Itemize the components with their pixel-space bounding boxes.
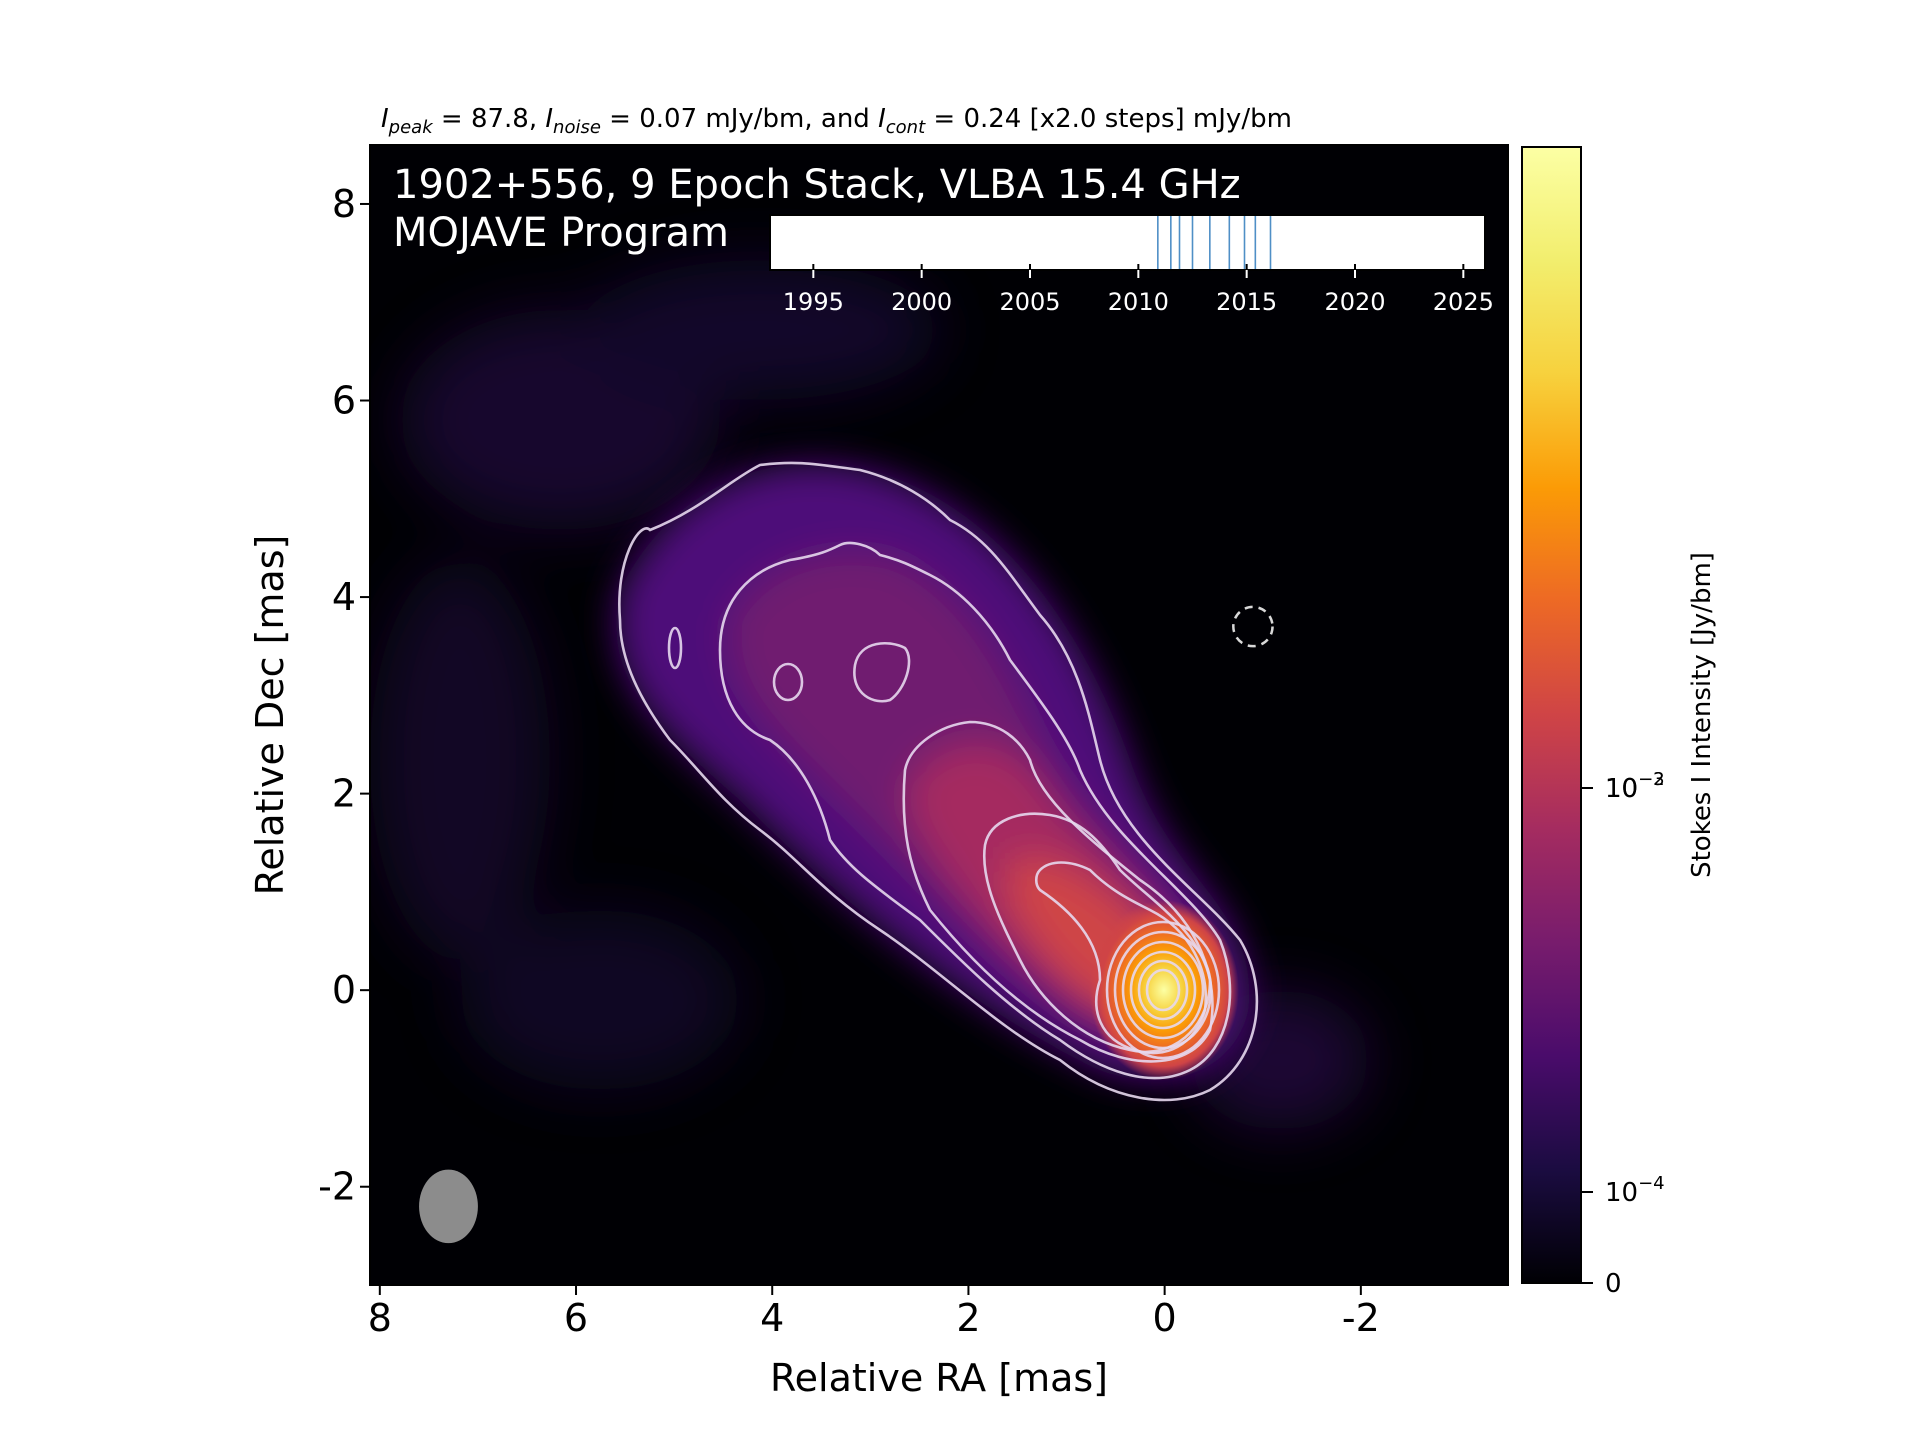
- timeline-tick-label: 2005: [999, 288, 1060, 316]
- epoch-timeline: 1995 2000 2005 2010 2015 2020 2025: [769, 214, 1494, 316]
- colorbar-label: Stokes I Intensity [Jy/bm]: [1687, 552, 1717, 878]
- plot-title-line2: MOJAVE Program: [393, 210, 729, 256]
- timeline-tick-label: 2025: [1433, 288, 1494, 316]
- timeline-box: [769, 214, 1486, 271]
- contour-level-6: [1105, 920, 1221, 1060]
- plot-title-line1: 1902+556, 9 Epoch Stack, VLBA 15.4 GHz: [393, 162, 1241, 208]
- contour-level-9: [1129, 950, 1197, 1030]
- diffuse-emission: [370, 260, 1370, 1130]
- timeline-tick-label: 2010: [1108, 288, 1169, 316]
- y-axis-ticks: -2 0 2 4 6 8: [318, 182, 370, 1209]
- contour-level-3: [902, 720, 1214, 1063]
- x-tick-label: 8: [368, 1296, 392, 1340]
- colorbar-ticks: 10−210−3 10−4 0: [1581, 769, 1665, 1299]
- contour-island-a: [667, 626, 683, 670]
- contour-level-2: [718, 541, 1232, 1080]
- x-tick-label: 2: [956, 1296, 980, 1340]
- colorbar-tick-label: 10−3: [1605, 769, 1665, 804]
- epoch-lines: [1157, 216, 1272, 269]
- contour-island-c: [853, 641, 911, 703]
- y-axis-label: Relative Dec [mas]: [248, 535, 292, 896]
- x-tick-label: 4: [760, 1296, 784, 1340]
- timeline-tick-label: 1995: [783, 288, 844, 316]
- map-frame: [369, 144, 1509, 1286]
- contour-level-4: [982, 812, 1212, 1054]
- y-tick-label: 0: [332, 968, 356, 1012]
- contour-level-11: [1145, 968, 1181, 1012]
- colorbar: 10−210−3 10−4 0 Stokes I Intensity [Jy/bm]: [1521, 146, 1717, 1299]
- beam-ellipse: [419, 1169, 478, 1244]
- x-tick-label: -2: [1342, 1296, 1380, 1340]
- timeline-ticks: 1995 2000 2005 2010 2015 2020 2025: [783, 264, 1494, 316]
- core-emission: [1089, 900, 1239, 1080]
- contour-level-8: [1121, 940, 1205, 1040]
- image-stats-header: Ipeak = 87.8, Inoise = 0.07 mJy/bm, and …: [381, 104, 1292, 138]
- y-tick-label: 6: [332, 379, 356, 423]
- colorbar-tick-label: 10−2: [1605, 769, 1665, 804]
- contour-level-7: [1113, 930, 1213, 1050]
- y-tick-label: 2: [332, 772, 356, 816]
- dashed-marker-circle: [1232, 605, 1274, 648]
- x-tick-label: 0: [1153, 1296, 1177, 1340]
- x-tick-label: 6: [564, 1296, 588, 1340]
- contour-island-b: [772, 662, 804, 702]
- timeline-tick-label: 2020: [1324, 288, 1385, 316]
- y-tick-label: 4: [332, 575, 356, 619]
- colorbar-gradient: [1521, 146, 1582, 1284]
- contour-level-10: [1137, 959, 1189, 1021]
- y-tick-label: 8: [332, 182, 356, 226]
- intensity-contours: [618, 461, 1259, 1102]
- timeline-tick-label: 2015: [1216, 288, 1277, 316]
- x-axis-label: Relative RA [mas]: [770, 1356, 1108, 1400]
- contour-level-1: [618, 461, 1259, 1102]
- intensity-map: 8 6 4 2 0 -2 -2 0 2 4 6 8: [318, 144, 1509, 1340]
- x-axis-ticks: 8 6 4 2 0 -2: [368, 1285, 1380, 1340]
- timeline-tick-label: 2000: [891, 288, 952, 316]
- colorbar-tick-label: 0: [1605, 1269, 1622, 1299]
- y-tick-label: -2: [318, 1165, 356, 1209]
- colorbar-tick-label: 10−4: [1605, 1173, 1665, 1208]
